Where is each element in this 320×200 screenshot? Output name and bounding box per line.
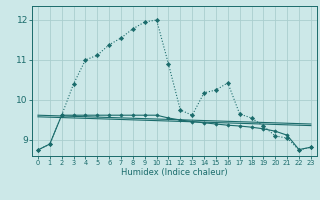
X-axis label: Humidex (Indice chaleur): Humidex (Indice chaleur) <box>121 168 228 177</box>
